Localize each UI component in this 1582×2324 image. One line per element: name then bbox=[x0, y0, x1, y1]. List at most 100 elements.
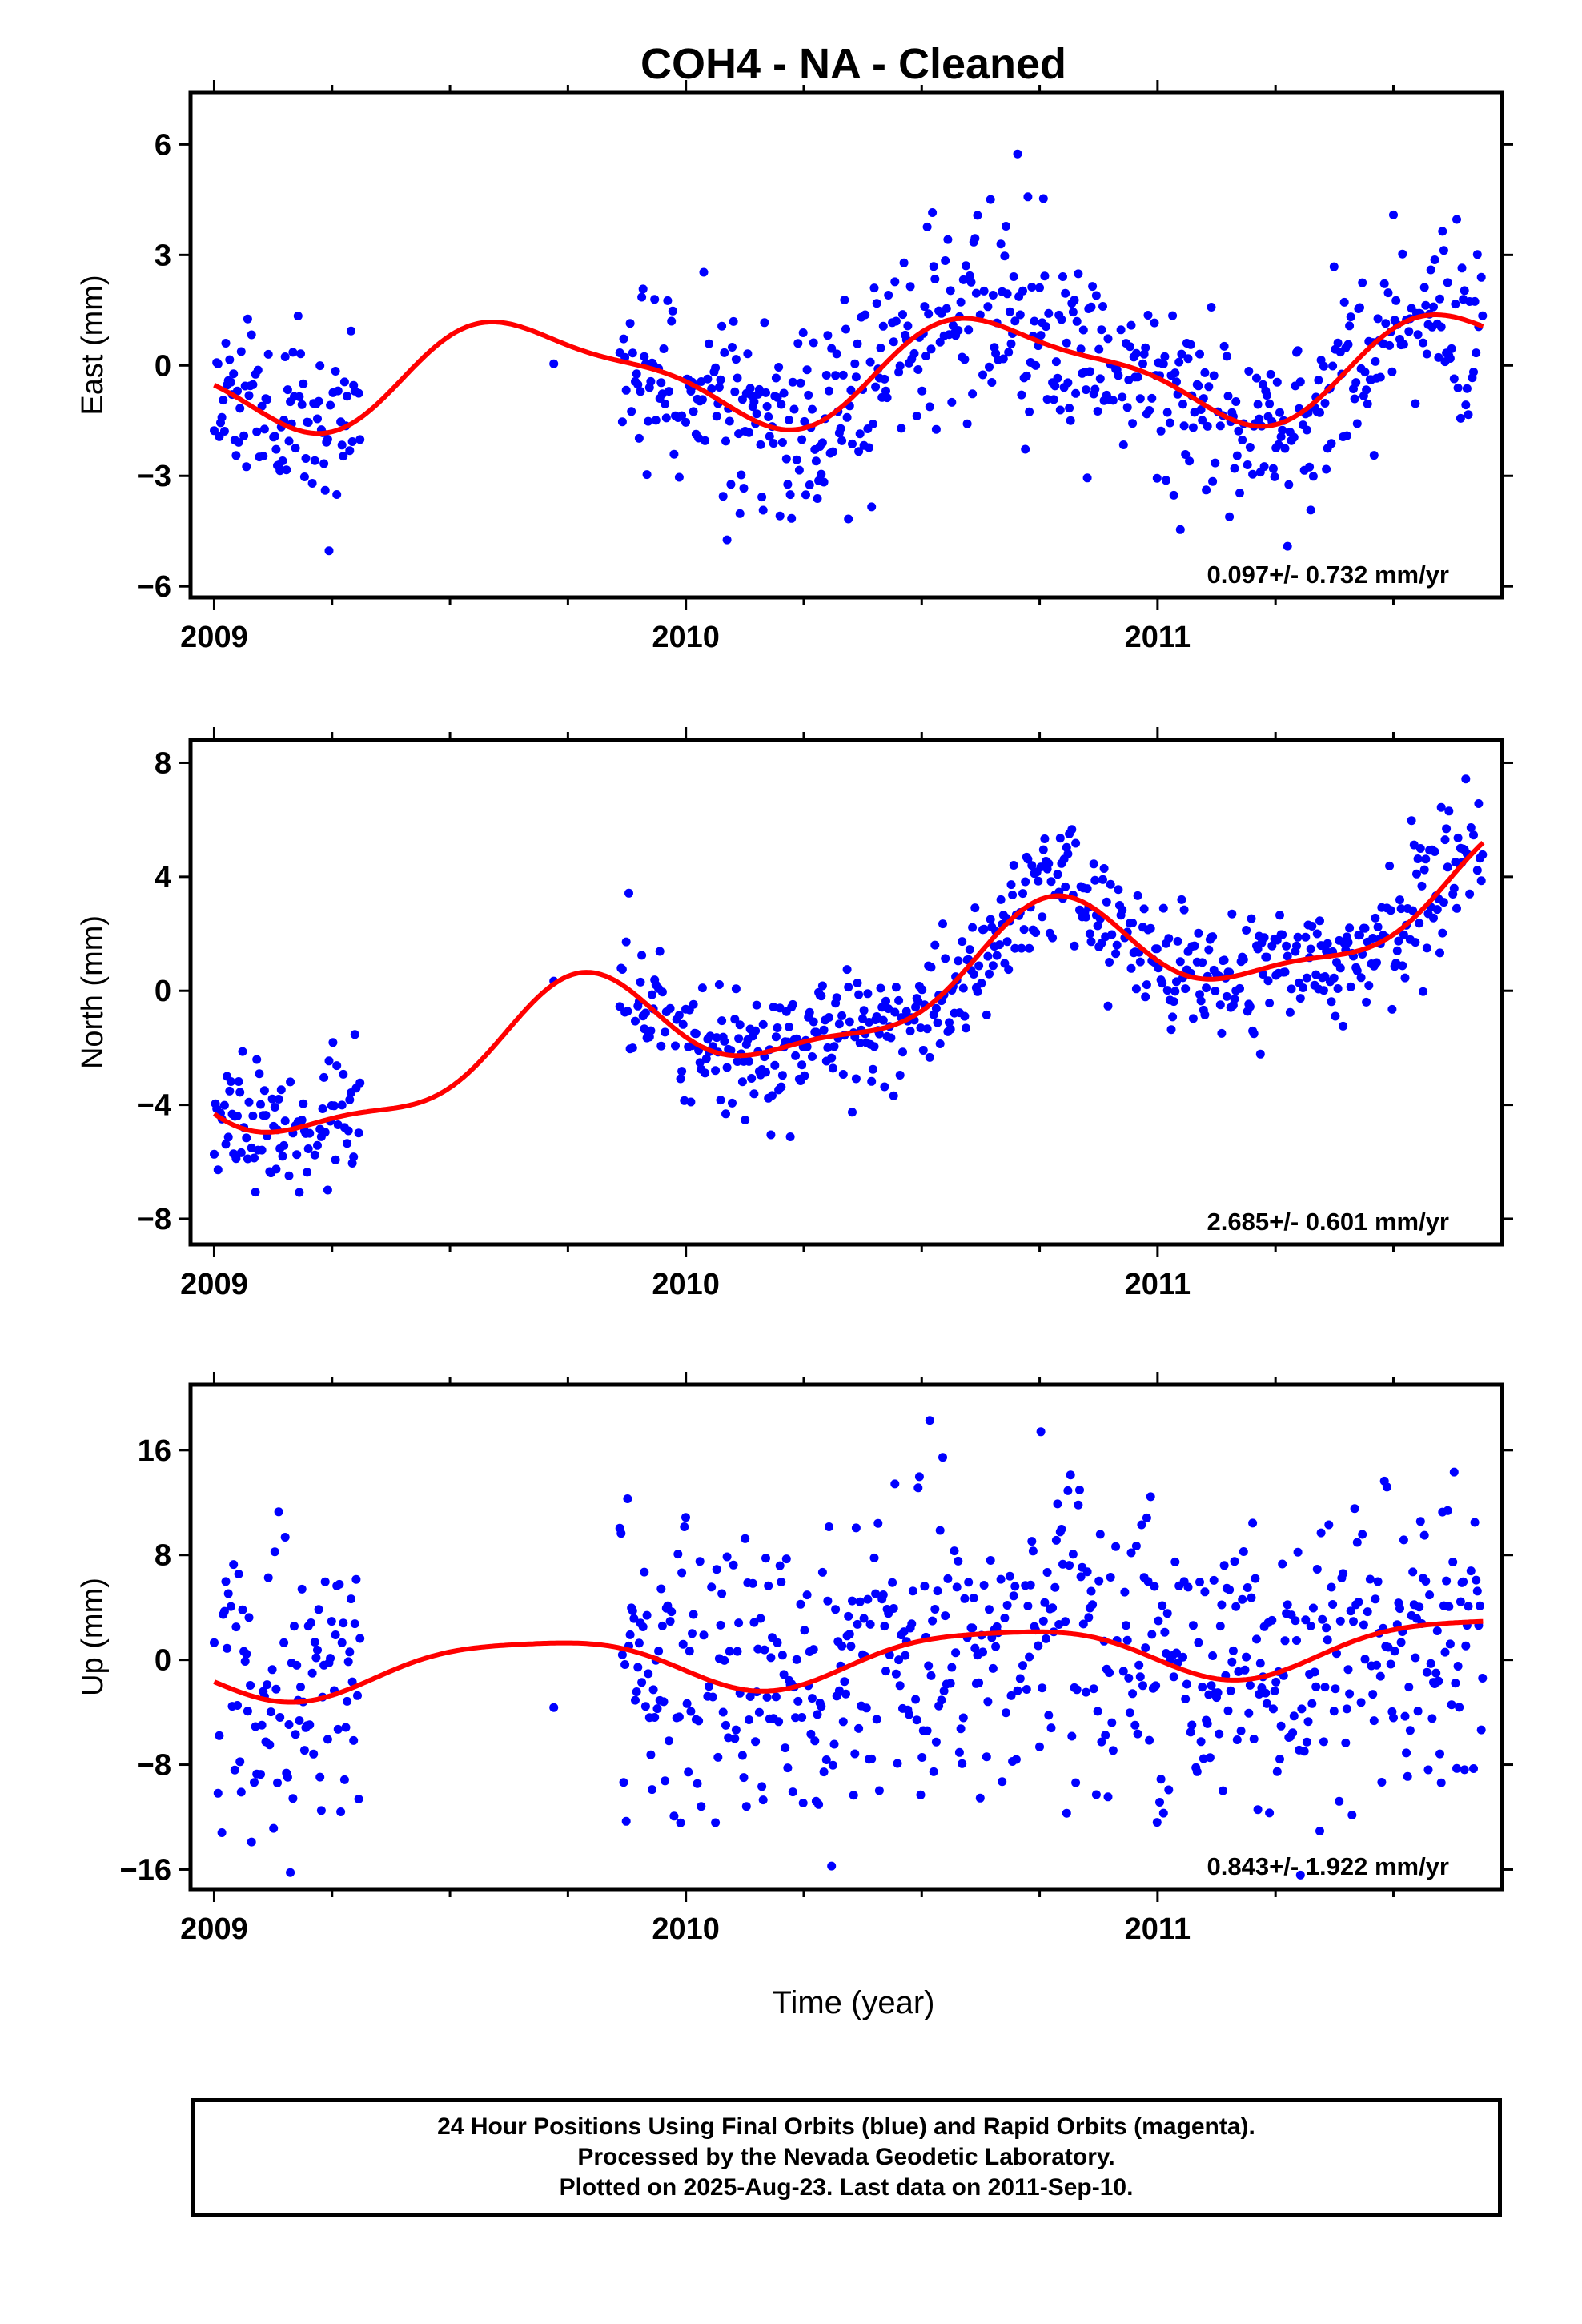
data-point bbox=[745, 1715, 753, 1724]
data-point bbox=[1152, 1818, 1162, 1827]
data-point bbox=[273, 1778, 282, 1787]
data-point bbox=[1018, 1661, 1027, 1671]
data-point bbox=[1434, 352, 1443, 362]
data-point bbox=[1306, 1621, 1315, 1630]
data-point bbox=[958, 937, 967, 947]
data-point bbox=[865, 357, 875, 367]
data-point bbox=[266, 1707, 275, 1717]
data-point bbox=[808, 1052, 817, 1061]
data-point bbox=[665, 1003, 675, 1013]
data-point bbox=[781, 454, 791, 464]
data-point bbox=[305, 1720, 315, 1730]
data-point bbox=[1188, 1014, 1198, 1023]
data-point bbox=[251, 1188, 260, 1197]
data-point bbox=[323, 1735, 332, 1744]
data-point bbox=[1141, 343, 1150, 352]
data-point bbox=[1460, 286, 1469, 296]
data-point bbox=[1360, 1655, 1370, 1664]
data-point bbox=[1240, 1665, 1250, 1675]
data-point bbox=[1403, 1771, 1412, 1781]
data-point bbox=[968, 1623, 978, 1633]
data-point bbox=[909, 348, 919, 358]
data-point bbox=[913, 1483, 923, 1493]
x-tick-label: 2009 bbox=[180, 1268, 248, 1301]
data-point bbox=[1002, 1601, 1012, 1610]
data-point bbox=[231, 1622, 241, 1632]
data-point bbox=[743, 349, 753, 359]
data-point bbox=[235, 1757, 245, 1767]
data-point bbox=[890, 1007, 900, 1017]
data-point bbox=[1063, 849, 1073, 858]
data-point bbox=[337, 1638, 347, 1647]
data-point bbox=[1358, 278, 1367, 287]
data-point bbox=[1339, 297, 1349, 307]
data-point bbox=[1243, 1583, 1252, 1592]
data-point bbox=[800, 1626, 809, 1635]
data-point bbox=[219, 396, 228, 405]
data-points bbox=[210, 1416, 1488, 1880]
data-point bbox=[1299, 983, 1307, 992]
data-point bbox=[674, 472, 684, 482]
data-point bbox=[788, 999, 797, 1009]
data-point bbox=[1291, 1616, 1300, 1626]
data-point bbox=[881, 996, 890, 1006]
data-point bbox=[1444, 1602, 1454, 1611]
data-point bbox=[1375, 1671, 1385, 1681]
data-point bbox=[1177, 349, 1186, 359]
data-point bbox=[1439, 898, 1448, 907]
data-point bbox=[789, 404, 799, 414]
data-point bbox=[1207, 303, 1216, 312]
data-point bbox=[739, 1773, 749, 1783]
data-point bbox=[1051, 357, 1061, 367]
data-point bbox=[867, 1754, 877, 1763]
data-point bbox=[1063, 378, 1073, 388]
data-point bbox=[926, 344, 936, 354]
data-point bbox=[1091, 1790, 1101, 1799]
data-point bbox=[1375, 372, 1385, 382]
data-point bbox=[291, 444, 300, 453]
data-point bbox=[1118, 905, 1127, 915]
data-point bbox=[918, 1046, 928, 1055]
data-point bbox=[973, 987, 982, 996]
data-point bbox=[765, 432, 774, 441]
data-point bbox=[270, 1103, 279, 1112]
data-point bbox=[343, 1696, 352, 1706]
data-point bbox=[1195, 349, 1204, 359]
data-point bbox=[1248, 1518, 1258, 1528]
data-point bbox=[1245, 1680, 1255, 1690]
data-point bbox=[1354, 1598, 1363, 1606]
fit-curve bbox=[212, 841, 1485, 1135]
data-point bbox=[263, 1680, 272, 1690]
data-point bbox=[1432, 1626, 1442, 1635]
data-point bbox=[730, 1015, 740, 1024]
data-point bbox=[640, 1008, 650, 1018]
data-point bbox=[1413, 1707, 1423, 1716]
data-point bbox=[1175, 525, 1185, 534]
data-point bbox=[1411, 399, 1420, 408]
data-point bbox=[1057, 1525, 1066, 1534]
data-point bbox=[247, 1837, 256, 1847]
data-point bbox=[779, 1670, 789, 1679]
data-point bbox=[779, 388, 789, 398]
data-point bbox=[1307, 922, 1317, 931]
data-point bbox=[1061, 288, 1070, 298]
data-point bbox=[213, 359, 223, 368]
data-point bbox=[1411, 938, 1420, 947]
data-point bbox=[219, 427, 229, 436]
data-point bbox=[1386, 906, 1395, 915]
data-point bbox=[982, 1752, 991, 1762]
data-point bbox=[781, 1743, 790, 1753]
data-point bbox=[1198, 958, 1207, 967]
data-point bbox=[721, 1109, 730, 1119]
data-point bbox=[1419, 987, 1428, 996]
data-point bbox=[1031, 928, 1041, 937]
data-point bbox=[621, 1816, 631, 1826]
data-point bbox=[809, 1645, 818, 1655]
data-point bbox=[648, 1685, 658, 1695]
data-point bbox=[1438, 928, 1447, 938]
data-point bbox=[969, 1594, 978, 1602]
data-point bbox=[699, 1630, 709, 1640]
data-point bbox=[1456, 1597, 1465, 1606]
data-point bbox=[644, 416, 653, 426]
data-point bbox=[1002, 937, 1012, 947]
